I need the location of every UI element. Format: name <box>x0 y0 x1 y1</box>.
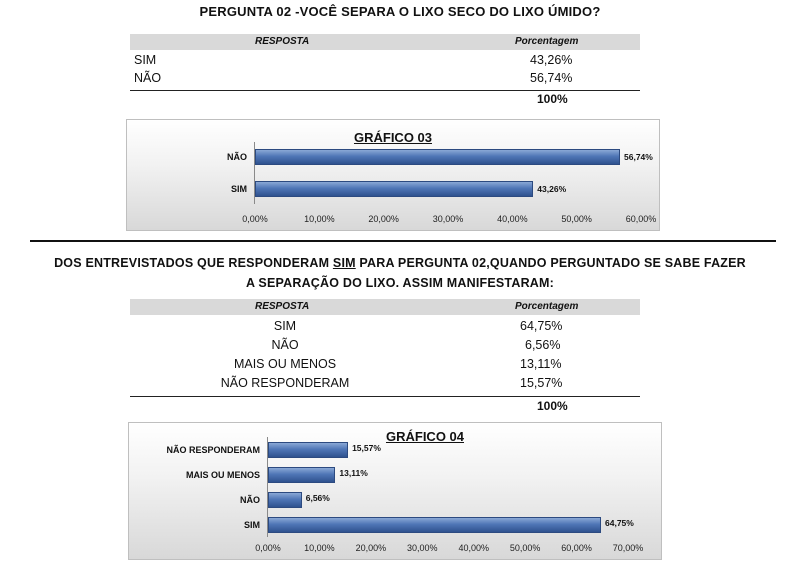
row-value: 15,57% <box>520 376 563 390</box>
chart-04-tick-label: 0,00% <box>255 543 281 553</box>
table-row: MAIS OU MENOS 13,11% <box>130 356 640 373</box>
chart-03-category-label: SIM <box>230 184 247 194</box>
chart-04-tick-label: 30,00% <box>407 543 438 553</box>
chart-04-value-label: 15,57% <box>352 443 381 453</box>
row-value: 56,74% <box>530 71 573 85</box>
chart-03-tick-label: 10,00% <box>304 214 335 224</box>
row-label: SIM <box>273 319 297 333</box>
chart-03-tick-label: 50,00% <box>561 214 592 224</box>
table-row: SIM 43,26% <box>130 52 640 69</box>
chart-04-category-label: NÃO RESPONDERAM <box>166 445 260 455</box>
chart-03-axis <box>254 142 255 204</box>
chart-03-value-label: 56,74% <box>624 152 653 162</box>
chart-03-bar <box>255 181 534 197</box>
table-divider <box>130 396 640 397</box>
question-02-title: PERGUNTA 02 -VOCÊ SEPARA O LIXO SECO DO … <box>199 4 601 19</box>
chart-04-bar <box>268 442 349 458</box>
row-label: MAIS OU MENOS <box>233 357 337 371</box>
chart-04-tick-label: 70,00% <box>612 543 644 553</box>
section-2-title: DOS ENTREVISTADOS QUE RESPONDERAM SIM PA… <box>0 256 800 270</box>
chart-04-title: GRÁFICO 04 <box>385 429 464 444</box>
table-total: 100% <box>537 399 568 413</box>
section-separator <box>30 240 776 242</box>
row-label: NÃO <box>134 71 162 85</box>
table-row: SIM 64,75% <box>130 318 640 335</box>
chart-04-category-label: SIM <box>243 520 260 530</box>
chart-03-tick-label: 40,00% <box>497 214 528 224</box>
section-2-title-sim: SIM <box>332 256 356 270</box>
chart-03-value-label: 43,26% <box>537 184 567 194</box>
chart-04-axis <box>267 437 268 537</box>
row-value: 64,75% <box>520 319 563 333</box>
row-label: SIM <box>134 53 157 67</box>
table-divider <box>130 90 640 91</box>
section-2-title-post: PARA PERGUNTA 02,QUANDO PERGUNTADO SE SA… <box>355 256 746 270</box>
chart-03-category-label: NÃO <box>227 152 247 162</box>
table-row: NÃO 6,56% <box>130 337 640 354</box>
table-total: 100% <box>537 92 568 106</box>
chart-03-tick-label: 60,00% <box>625 214 657 224</box>
chart-04-tick-label: 50,00% <box>509 543 541 553</box>
row-value: 6,56% <box>525 338 561 352</box>
chart-03-tick-label: 0,00% <box>242 214 268 224</box>
chart-04-tick-label: 60,00% <box>561 543 592 553</box>
col-porcentagem-header: Porcentagem <box>515 301 579 312</box>
chart-04-category-label: MAIS OU MENOS <box>185 470 260 480</box>
table-2-header: RESPOSTA Porcentagem <box>130 299 640 315</box>
row-label: NÃO <box>271 338 299 352</box>
row-value: 13,11% <box>520 357 562 371</box>
row-value: 43,26% <box>530 53 573 67</box>
table-row: NÃO 56,74% <box>130 70 640 87</box>
col-resposta-header: RESPOSTA <box>255 36 310 47</box>
table-row: NÃO RESPONDERAM 15,57% <box>130 375 640 392</box>
chart-04: GRÁFICO 04 NÃO RESPONDERAM 15,57% MAIS OU … <box>128 422 662 560</box>
chart-04-tick-label: 10,00% <box>304 543 335 553</box>
chart-04-tick-label: 20,00% <box>355 543 387 553</box>
section-2-title-line2: A SEPARAÇÃO DO LIXO. ASSIM MANIFESTARAM: <box>246 276 554 290</box>
chart-04-tick-label: 40,00% <box>458 543 489 553</box>
chart-04-bar <box>268 517 601 533</box>
chart-04-bar <box>268 467 336 483</box>
row-label: NÃO RESPONDERAM <box>220 376 350 390</box>
table-1-header: RESPOSTA Porcentagem <box>130 34 640 50</box>
chart-04-value-label: 13,11% <box>339 468 368 478</box>
chart-03-bar <box>255 149 621 165</box>
chart-03-title: GRÁFICO 03 <box>353 130 432 145</box>
chart-04-value-label: 6,56% <box>305 493 330 503</box>
chart-04-value-label: 64,75% <box>605 518 634 528</box>
chart-03-tick-label: 20,00% <box>368 214 399 224</box>
chart-03-tick-label: 30,00% <box>432 214 464 224</box>
chart-03: GRÁFICO 03 NÃO 56,74% SIM 43,26% 0,00% 10,00%… <box>126 119 660 231</box>
section-2-title-pre: DOS ENTREVISTADOS QUE RESPONDERAM <box>54 256 333 270</box>
chart-04-category-label: NÃO <box>240 495 260 505</box>
chart-04-bar <box>268 492 302 508</box>
col-porcentagem-header: Porcentagem <box>515 36 579 47</box>
col-resposta-header: RESPOSTA <box>255 301 310 312</box>
